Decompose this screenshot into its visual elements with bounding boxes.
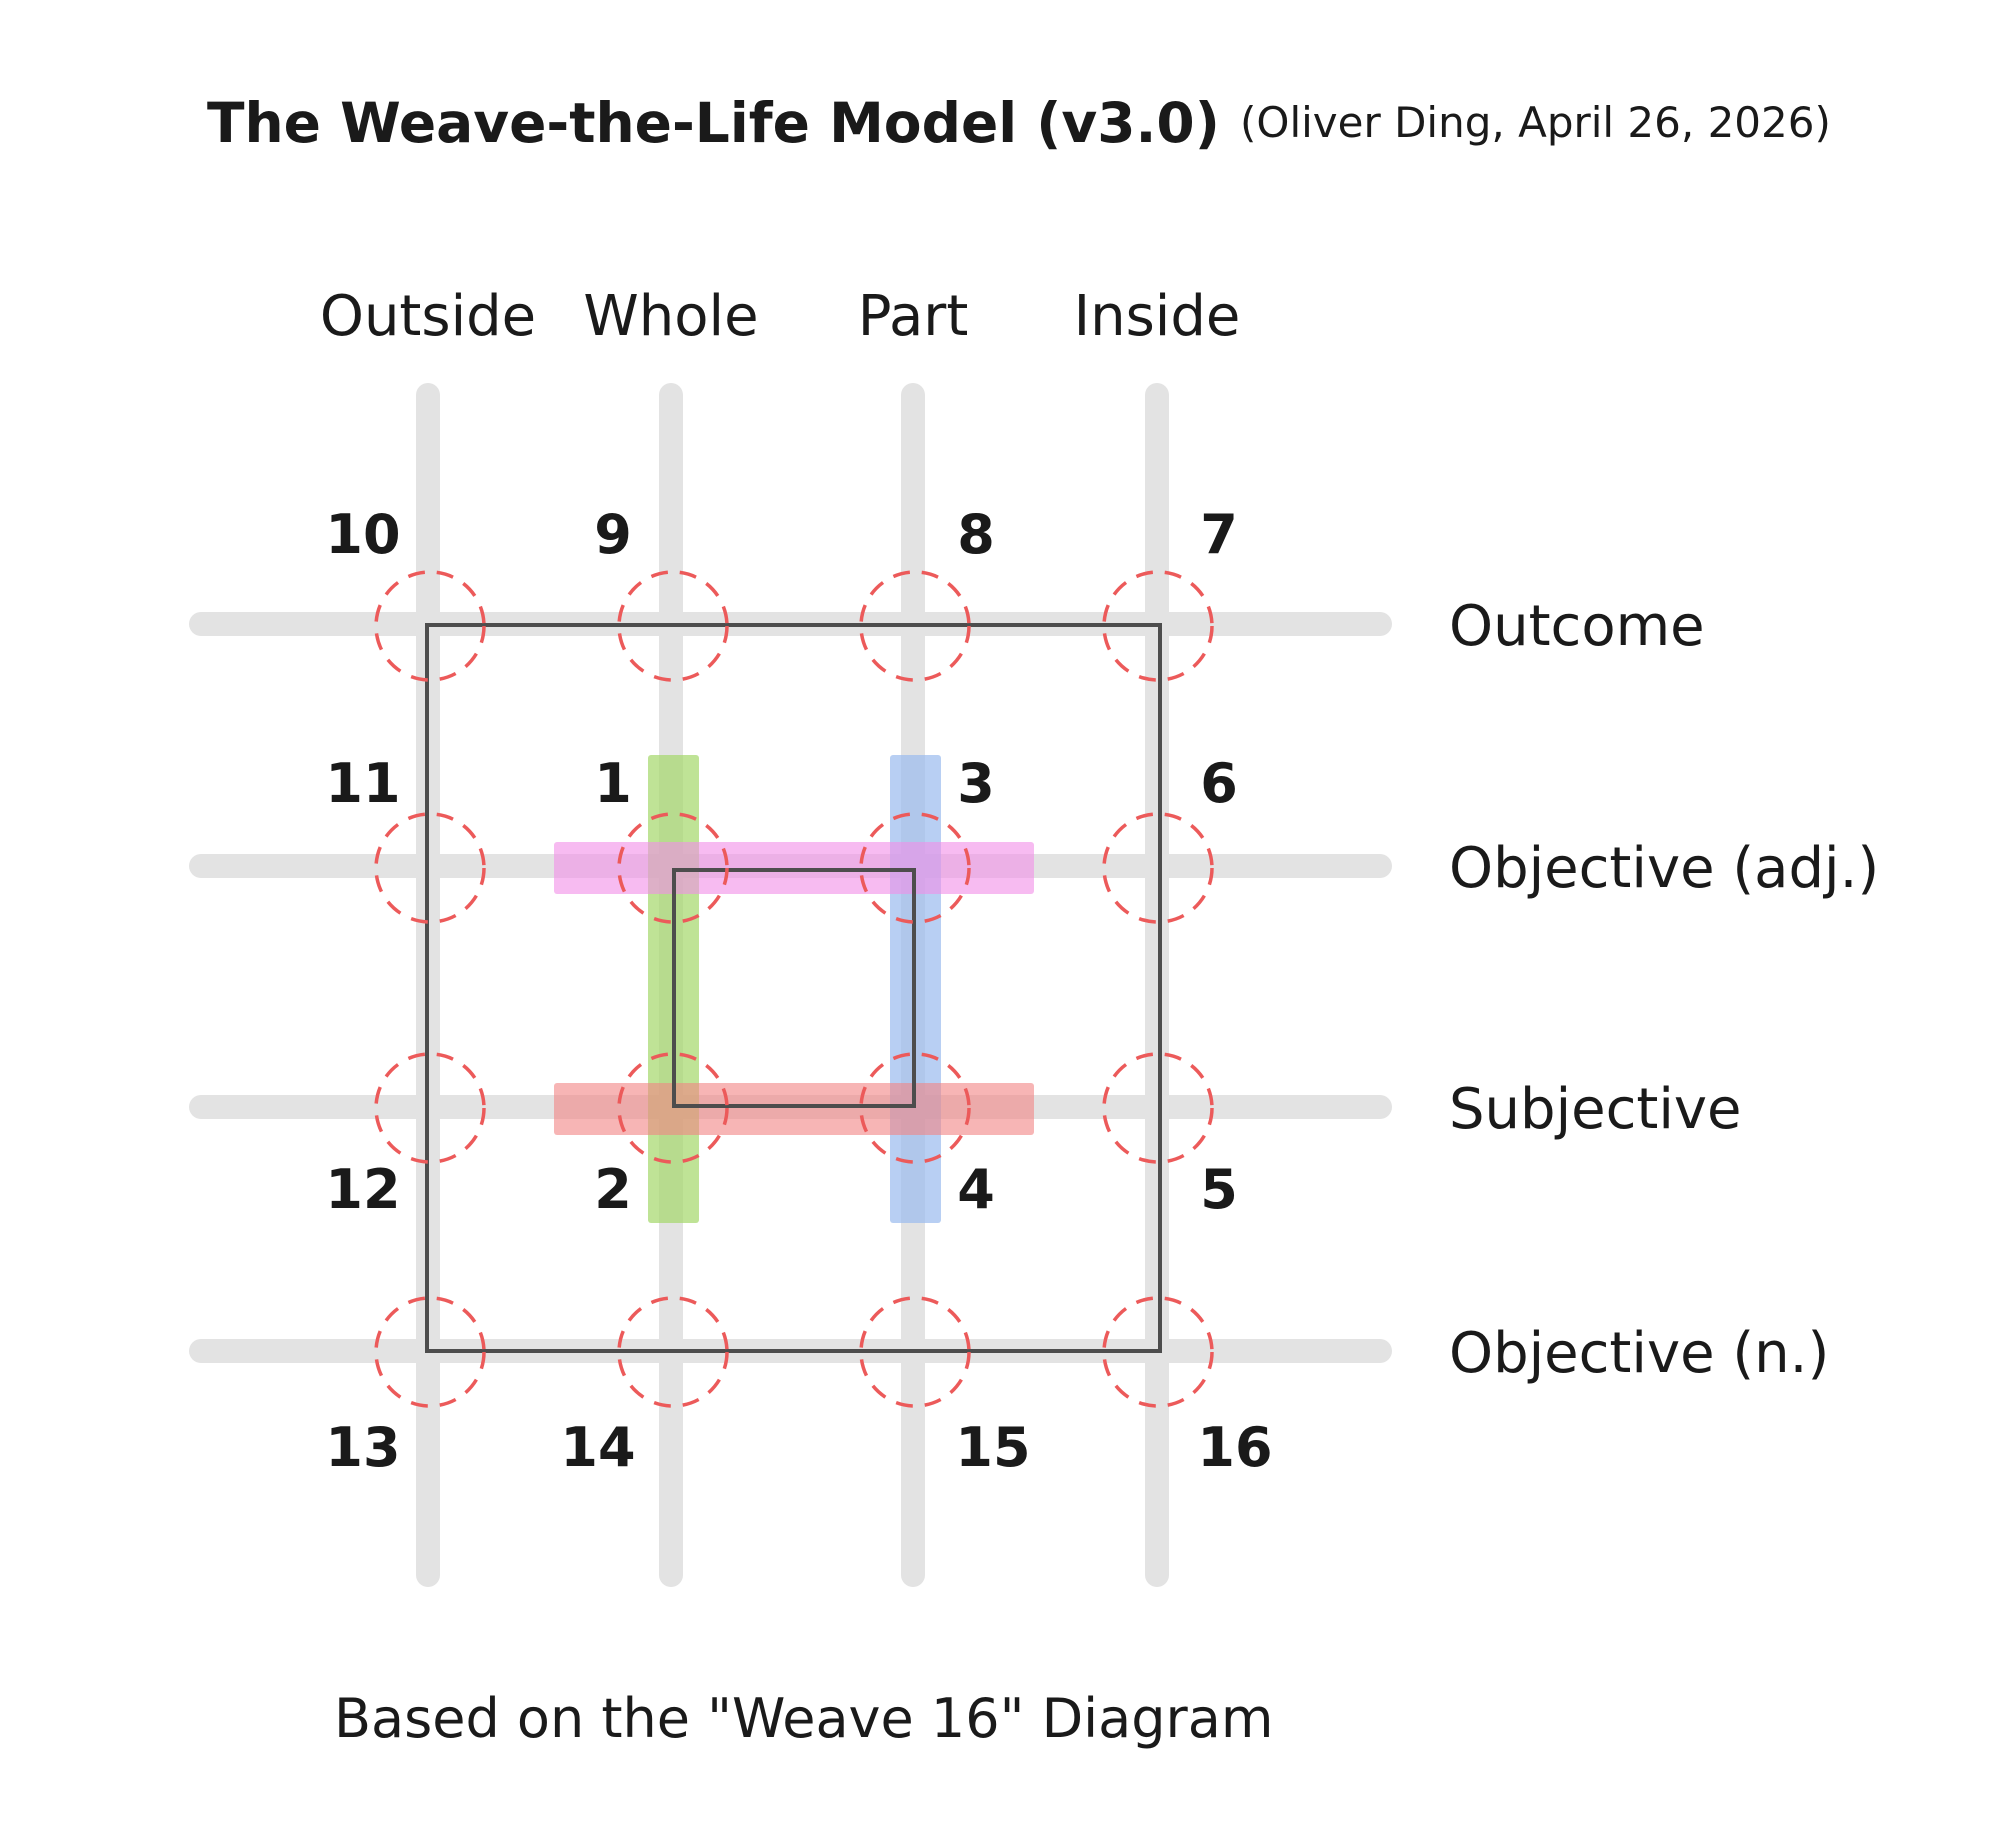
ring-part-outcome: [859, 570, 971, 682]
diagram-footer: Based on the "Weave 16" Diagram: [334, 1687, 1273, 1750]
column-header-part: Part: [858, 284, 969, 349]
subjective-row-band: [554, 1083, 1034, 1135]
row-header-subjective: Subjective: [1449, 1077, 1742, 1142]
ring-outside-outcome: [374, 570, 486, 682]
cell-number-2: 2: [594, 1158, 632, 1221]
ring-inside-subjective: [1102, 1052, 1214, 1164]
cell-number-1: 1: [594, 752, 632, 815]
cell-number-7: 7: [1200, 503, 1238, 566]
column-header-inside: Inside: [1074, 284, 1241, 349]
ring-outside-subjective: [374, 1052, 486, 1164]
ring-inside-objective-adj: [1102, 812, 1214, 924]
cell-number-6: 6: [1200, 752, 1238, 815]
ring-outside-objective-n: [374, 1296, 486, 1408]
ring-whole-objective-adj: [617, 812, 729, 924]
ring-part-objective-n: [859, 1296, 971, 1408]
column-header-whole: Whole: [583, 284, 758, 349]
ring-outside-objective-adj: [374, 812, 486, 924]
outer-frame: [425, 623, 1162, 1353]
cell-number-11: 11: [325, 752, 400, 815]
row-header-objective-n: Objective (n.): [1449, 1321, 1829, 1386]
cell-number-8: 8: [957, 503, 995, 566]
cell-number-15: 15: [955, 1416, 1030, 1479]
cell-number-13: 13: [325, 1416, 400, 1479]
cell-number-5: 5: [1200, 1158, 1238, 1221]
cell-number-12: 12: [325, 1158, 400, 1221]
cell-number-10: 10: [325, 503, 400, 566]
cell-number-14: 14: [560, 1416, 635, 1479]
ring-part-objective-adj: [859, 812, 971, 924]
cell-number-16: 16: [1197, 1416, 1272, 1479]
ring-whole-outcome: [617, 570, 729, 682]
cell-number-9: 9: [594, 503, 632, 566]
ring-whole-objective-n: [617, 1296, 729, 1408]
diagram-subtitle: (Oliver Ding, April 26, 2026): [1240, 98, 1831, 147]
cell-number-4: 4: [957, 1158, 995, 1221]
ring-inside-objective-n: [1102, 1296, 1214, 1408]
intersection-rings: [374, 570, 1214, 1408]
row-header-outcome: Outcome: [1449, 594, 1705, 659]
column-header-outside: Outside: [320, 284, 536, 349]
ring-inside-outcome: [1102, 570, 1214, 682]
ring-whole-subjective: [617, 1052, 729, 1164]
row-header-objective-adj: Objective (adj.): [1449, 836, 1879, 901]
cell-number-3: 3: [957, 752, 995, 815]
diagram-title: The Weave-the-Life Model (v3.0): [207, 91, 1220, 155]
inner-frame: [672, 868, 916, 1108]
ring-part-subjective: [859, 1052, 971, 1164]
